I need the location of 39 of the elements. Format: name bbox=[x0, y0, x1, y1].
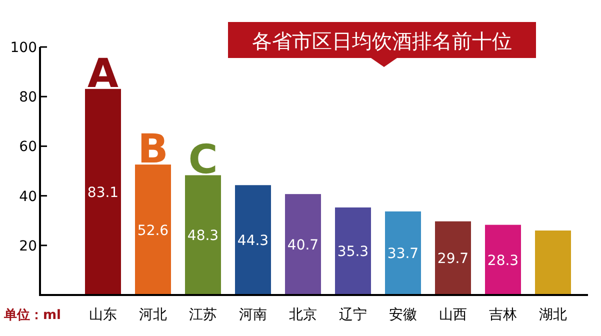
y-tick-label: 60 bbox=[19, 139, 37, 156]
bar bbox=[485, 224, 521, 295]
annotation: C bbox=[188, 137, 218, 184]
x-tick-label: 河北 bbox=[139, 307, 167, 323]
bar bbox=[185, 175, 221, 295]
y-tick-label: 100 bbox=[10, 40, 37, 56]
y-tick-label: 40 bbox=[19, 188, 37, 205]
bar bbox=[535, 230, 571, 295]
x-tick-label: 北京 bbox=[289, 307, 317, 323]
y-tick-label: 80 bbox=[19, 90, 37, 106]
text: 单位：ml bbox=[3, 307, 62, 323]
x-tick-label: 湖北 bbox=[539, 307, 567, 323]
x-tick-label: 安徽 bbox=[389, 307, 417, 323]
chart-title: 各省市区日均饮酒排名前十位 bbox=[252, 29, 512, 53]
bar bbox=[335, 207, 371, 295]
x-tick-label: 江苏 bbox=[189, 307, 217, 323]
x-tick-label: 山东 bbox=[89, 307, 117, 323]
data-label: 83.1 bbox=[87, 184, 119, 201]
bar bbox=[285, 194, 321, 295]
y-tick-label: 20 bbox=[19, 238, 37, 254]
x-tick-label: 辽宁 bbox=[339, 307, 367, 323]
data-label: 33.7 bbox=[387, 246, 419, 262]
data-label: 52.6 bbox=[137, 222, 169, 239]
annotation: B bbox=[138, 126, 168, 173]
annotation: A bbox=[88, 50, 119, 97]
bar bbox=[385, 211, 421, 295]
x-tick-label: 河南 bbox=[239, 307, 267, 323]
data-label: 44.3 bbox=[237, 233, 269, 250]
x-tick-label: 山西 bbox=[439, 307, 467, 323]
data-label: 29.7 bbox=[437, 251, 469, 268]
x-tick-label: 吉林 bbox=[489, 307, 517, 323]
data-label: 35.3 bbox=[337, 244, 369, 260]
bar bbox=[135, 164, 171, 295]
data-label: 28.3 bbox=[487, 252, 519, 269]
data-label: 40.7 bbox=[287, 238, 319, 254]
data-label: 48.3 bbox=[187, 228, 219, 244]
bar bbox=[235, 185, 271, 295]
bar bbox=[85, 88, 121, 295]
bar bbox=[435, 221, 471, 295]
